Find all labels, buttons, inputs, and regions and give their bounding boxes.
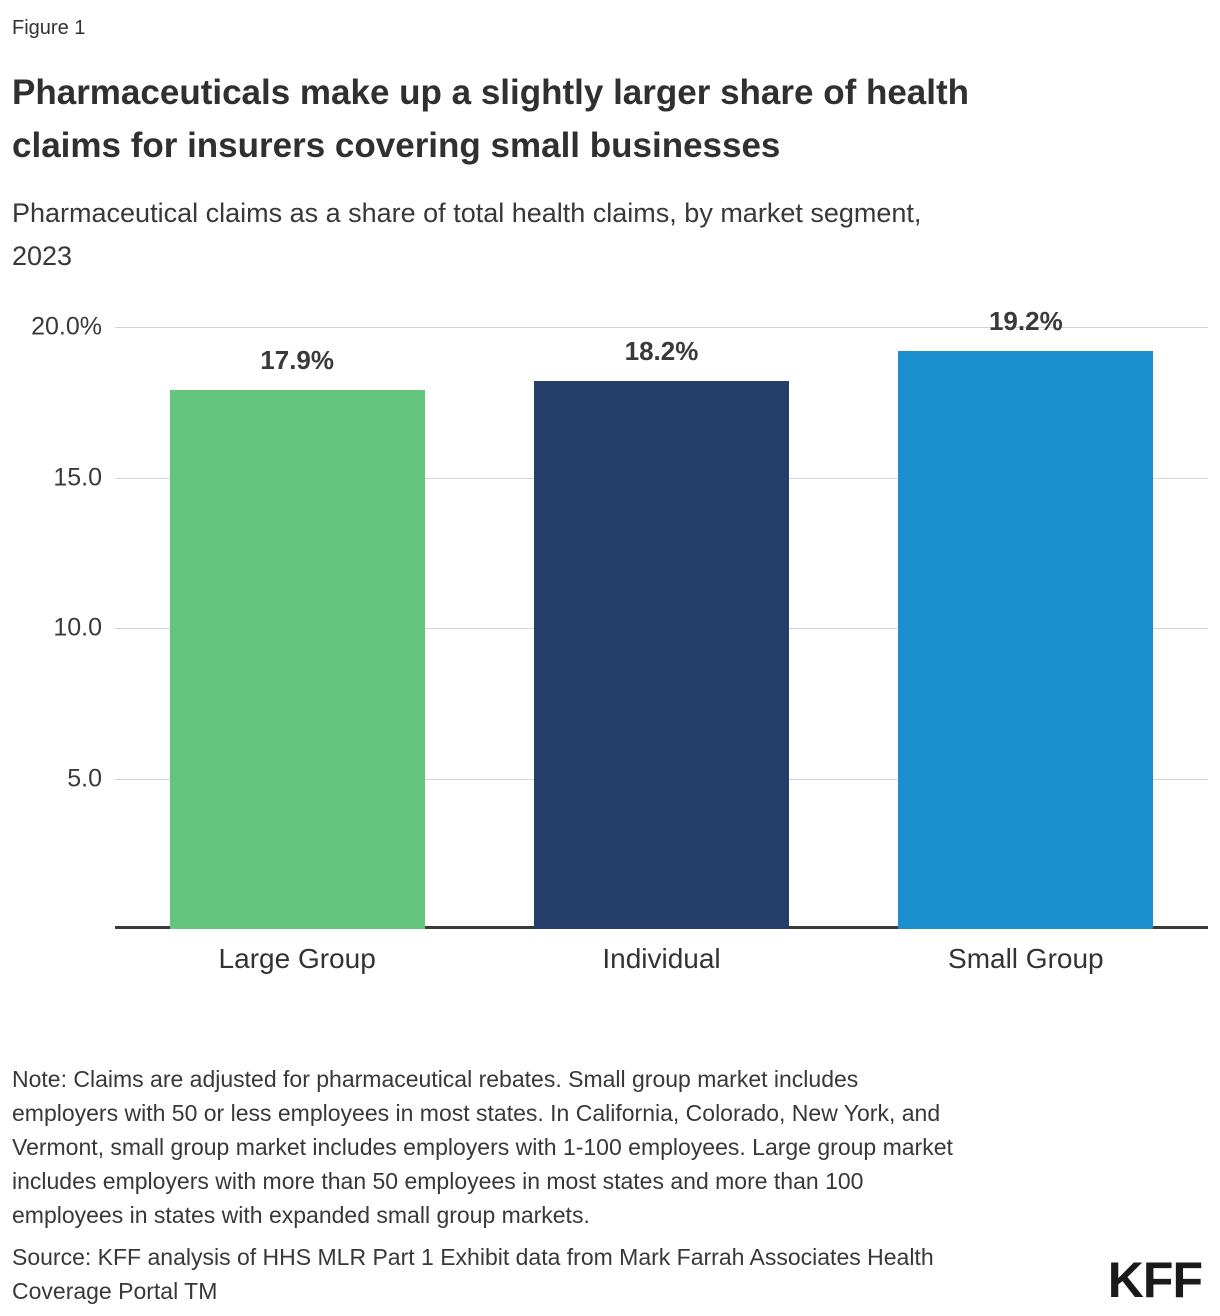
- value-label-individual: 18.2%: [624, 336, 699, 367]
- kff-logo: KFF: [1107, 1252, 1203, 1308]
- note-text: Note: Claims are adjusted for pharmaceut…: [12, 1066, 953, 1228]
- bar-large-group: [169, 390, 425, 929]
- y-axis-tick-label: 15.0: [53, 463, 102, 491]
- chart-title: Pharmaceuticals make up a slightly large…: [12, 73, 970, 165]
- bar-individual: [534, 381, 789, 929]
- value-label-large-group: 17.9%: [260, 345, 335, 376]
- gridline-20: [115, 327, 1208, 328]
- value-label-small-group: 19.2%: [988, 306, 1063, 337]
- x-axis-label-large-group: Large Group: [218, 943, 376, 974]
- bar-chart-plot: 20.0% 15.0 10.0 5.0 17.9% Large Group 18.2% Ind…: [31, 306, 1208, 974]
- y-axis-tick-label: 10.0: [53, 613, 102, 642]
- x-axis-label-individual: Individual: [602, 943, 721, 974]
- source-text: Source: KFF analysis of HHS MLR Part 1 E…: [12, 1244, 934, 1304]
- y-axis-tick-label: 5.0: [67, 764, 102, 792]
- figure-label: Figure 1: [12, 17, 86, 39]
- y-axis-tick-label: 20.0%: [31, 312, 102, 341]
- chart-subtitle: Pharmaceutical claims as a share of tota…: [12, 198, 922, 271]
- x-axis-label-small-group: Small Group: [948, 943, 1104, 974]
- bar-small-group: [898, 351, 1154, 929]
